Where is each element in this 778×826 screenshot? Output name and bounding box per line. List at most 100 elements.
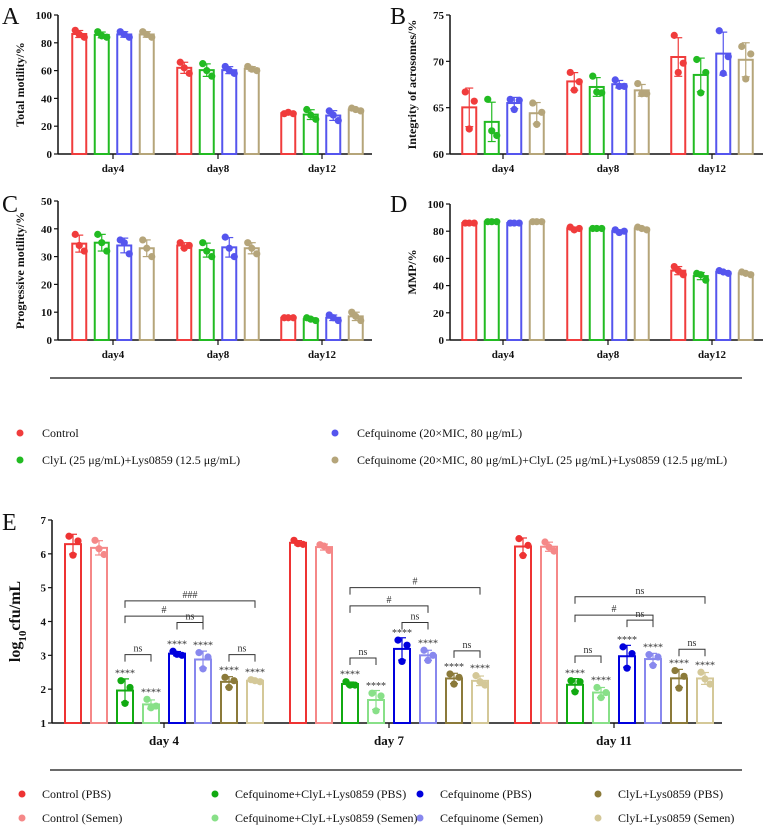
data-point xyxy=(357,316,365,325)
data-point xyxy=(307,315,315,323)
legend-item: Control (PBS) xyxy=(18,787,111,801)
legend-label: Cefquinome+ClyL+Lys0859 (PBS) xyxy=(235,787,406,801)
bracket-label: ### xyxy=(183,590,198,601)
data-point xyxy=(346,681,354,689)
data-point xyxy=(602,688,610,697)
bar xyxy=(116,33,133,155)
data-point xyxy=(69,551,77,559)
significance-bracket xyxy=(574,596,706,604)
data-point xyxy=(545,543,553,551)
data-point xyxy=(225,683,233,692)
bracket-label: ns xyxy=(463,640,472,651)
data-point xyxy=(715,27,723,35)
significance-bracket xyxy=(574,614,654,623)
data-point xyxy=(472,672,480,680)
legend-item: ClyL+Lys0859 (PBS) xyxy=(594,787,723,801)
bar xyxy=(221,246,238,341)
data-point xyxy=(94,230,102,238)
panel-letter: D xyxy=(390,192,407,218)
data-point xyxy=(742,75,750,83)
x-tick-label: day12 xyxy=(698,163,727,175)
panel-a: A 0 20 40 60 80 100 Total motility/% day4 day8 day… xyxy=(2,4,372,175)
legend-marker xyxy=(16,429,24,437)
data-point xyxy=(98,239,106,247)
data-point xyxy=(329,314,337,322)
bar xyxy=(341,682,359,724)
bar xyxy=(670,269,687,342)
data-point xyxy=(420,646,428,654)
data-point xyxy=(628,650,636,658)
significance-bracket xyxy=(176,622,204,630)
legend-label: ClyL+Lys0859 (PBS) xyxy=(618,787,723,801)
bar xyxy=(461,222,478,341)
bar xyxy=(64,543,82,725)
legend-label: Cefquinome (20×MIC, 80 μg/mL)+ClyL (25 μ… xyxy=(357,453,727,467)
data-point xyxy=(638,224,646,233)
data-point xyxy=(615,82,623,90)
panel-b: B 60 65 70 75 Integrity of acrosomes/% day4 day… xyxy=(390,4,763,175)
data-point xyxy=(476,678,484,686)
bracket-label: # xyxy=(162,605,167,616)
data-point xyxy=(424,656,432,665)
data-point xyxy=(147,704,155,712)
bar xyxy=(633,227,650,341)
x-tick-label: day 11 xyxy=(596,733,632,748)
data-point xyxy=(120,239,128,247)
bar xyxy=(692,275,709,341)
data-point xyxy=(230,677,238,685)
bracket-label: ns xyxy=(411,612,420,623)
data-point xyxy=(75,241,83,250)
significance-stars: **** xyxy=(565,669,585,680)
data-point xyxy=(550,547,558,555)
data-point xyxy=(493,131,501,140)
legend-label: ClyL+Lys0859 (Semen) xyxy=(618,811,734,825)
bar xyxy=(737,272,754,341)
data-point xyxy=(702,276,710,284)
data-point xyxy=(643,90,651,98)
bar xyxy=(198,249,215,341)
data-point xyxy=(403,641,411,649)
significance-stars: **** xyxy=(219,665,239,676)
data-point xyxy=(71,230,79,238)
y-tick-label: 20 xyxy=(41,279,53,291)
data-point xyxy=(450,680,458,688)
legend-label: Cefquinome (20×MIC, 80 μg/mL) xyxy=(357,426,522,440)
data-point xyxy=(103,247,111,255)
y-tick-label: 4 xyxy=(41,617,47,629)
data-point xyxy=(589,72,597,80)
data-point xyxy=(670,31,678,39)
data-point xyxy=(221,673,229,681)
data-point xyxy=(570,226,578,234)
legend-label: Cefquinome (PBS) xyxy=(440,787,532,801)
data-point xyxy=(615,228,623,237)
data-point xyxy=(208,72,216,80)
data-point xyxy=(719,69,727,77)
x-tick-label: day4 xyxy=(102,349,125,361)
significance-bracket xyxy=(349,587,481,595)
data-point xyxy=(674,267,682,275)
data-point xyxy=(121,699,129,707)
data-point xyxy=(125,250,133,258)
bar xyxy=(611,230,628,341)
data-point xyxy=(742,269,750,277)
legend-item: Cefquinome (20×MIC, 80 μg/mL) xyxy=(331,426,522,440)
data-point xyxy=(253,250,261,258)
legend-item: Control xyxy=(16,426,79,440)
data-point xyxy=(351,681,359,689)
data-point xyxy=(225,67,233,75)
data-point xyxy=(176,239,184,247)
significance-stars: **** xyxy=(141,687,161,698)
y-tick-label: 6 xyxy=(41,549,47,561)
significance-stars: **** xyxy=(340,670,360,681)
y-axis-label: Progressive motility/% xyxy=(13,212,27,329)
data-point xyxy=(697,668,705,676)
data-point xyxy=(208,253,216,261)
bar xyxy=(633,89,650,155)
significance-stars: **** xyxy=(392,628,412,639)
data-point xyxy=(173,650,181,658)
data-point xyxy=(638,90,646,98)
panel-e: E 1 2 3 4 5 6 7 log10cfu/mL day 4 **** **** **** ****… xyxy=(2,510,722,748)
data-point xyxy=(429,651,437,659)
data-point xyxy=(619,643,627,651)
data-point xyxy=(533,218,541,226)
